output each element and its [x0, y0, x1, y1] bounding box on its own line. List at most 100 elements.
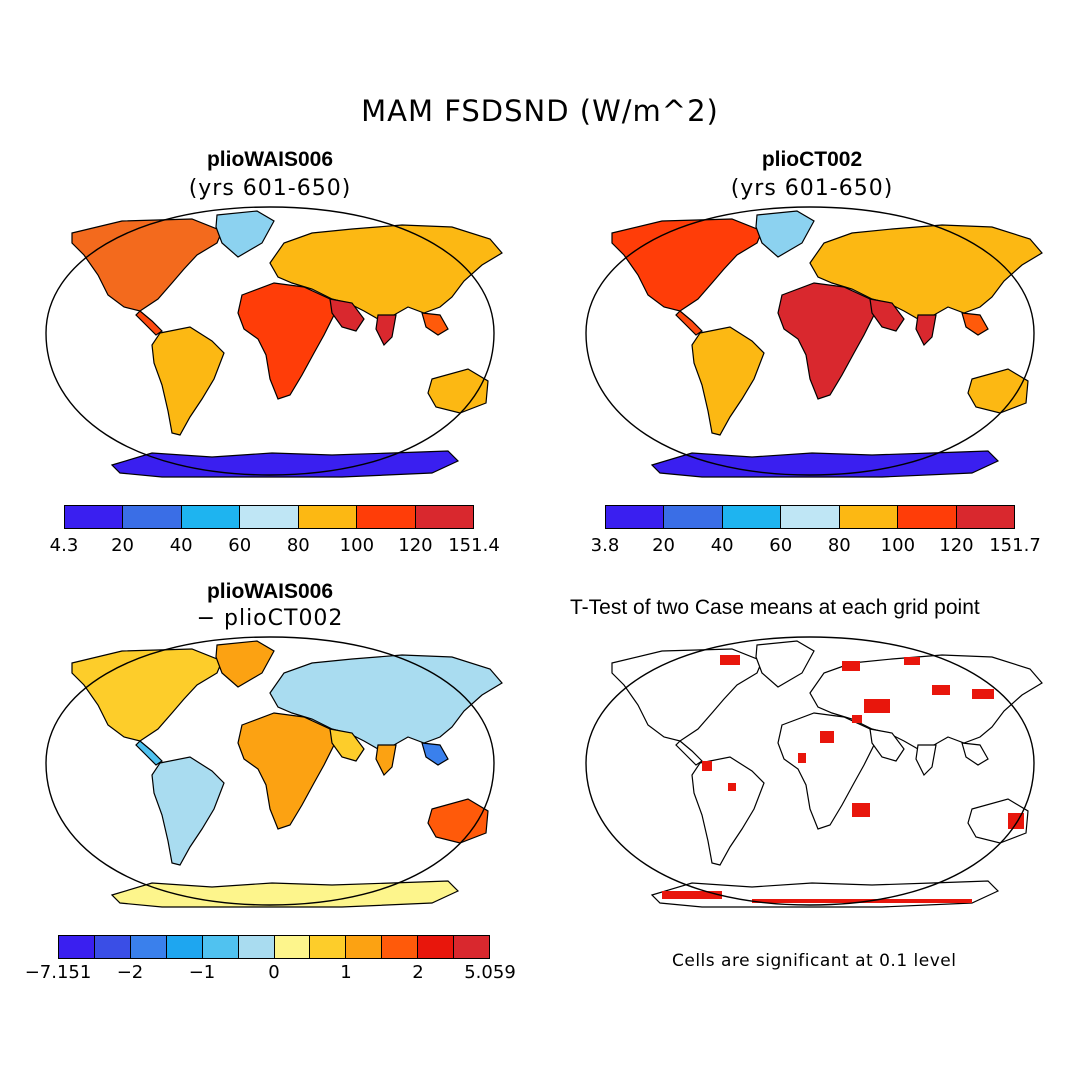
panel-3-colorbar [58, 935, 490, 959]
colorbar-swatch [298, 506, 358, 528]
continent-arabia [329, 298, 365, 332]
significant-cell [798, 753, 806, 763]
continent-india [375, 744, 397, 777]
colorbar-swatch [839, 506, 899, 528]
continent-south-america [151, 326, 225, 436]
panel-1-colorbar [64, 505, 474, 529]
world-map [585, 636, 1043, 908]
continent-central-am [135, 310, 163, 336]
continent-africa [237, 282, 335, 400]
significant-cell [720, 655, 740, 665]
panel-2-colorbar [605, 505, 1015, 529]
colorbar-tick-label: 80 [827, 535, 851, 556]
significant-cell [820, 731, 834, 743]
continent-arabia [329, 728, 365, 762]
continent-eurasia [809, 224, 1043, 320]
continent-greenland [215, 640, 275, 688]
continent-australia [967, 798, 1029, 844]
continent-south-america [691, 326, 765, 436]
colorbar-tick-label: 2 [412, 962, 424, 983]
significant-cell [852, 715, 862, 723]
continent-central-am [675, 740, 703, 766]
continent-south-america [691, 756, 765, 866]
significant-cell [702, 761, 712, 771]
colorbar-tick-label: 120 [398, 535, 433, 556]
significant-cell [852, 803, 870, 817]
continent-central-am [675, 310, 703, 336]
colorbar-swatch [722, 506, 782, 528]
significant-cell [904, 657, 920, 665]
colorbar-swatch [166, 936, 203, 958]
colorbar-tick-label: −1 [188, 962, 216, 983]
colorbar-swatch [130, 936, 167, 958]
panel-1-title: plioWAIS006 [206, 148, 334, 171]
significant-cell [842, 661, 860, 671]
significant-cell [728, 783, 736, 791]
continent-india [375, 314, 397, 347]
colorbar-swatch [357, 506, 416, 528]
continent-australia [427, 368, 489, 414]
colorbar-tick-label: −7.151 [24, 962, 92, 983]
panel-1-subtitle: (yrs 601-650) [188, 176, 352, 201]
significance-note: Cells are significant at 0.1 level [672, 951, 957, 971]
continent-se-asia [961, 742, 989, 766]
continent-india [915, 314, 937, 347]
colorbar-swatch [346, 936, 383, 958]
continent-antarctica [110, 880, 460, 908]
colorbar-tick-label: 5.059 [464, 962, 516, 983]
colorbar-swatch [956, 506, 1014, 528]
continent-australia [967, 368, 1029, 414]
continent-africa [237, 712, 335, 830]
map-frame [45, 636, 495, 906]
significant-cell [864, 699, 890, 713]
world-map [45, 206, 503, 478]
colorbar-swatch [418, 936, 455, 958]
colorbar-tick-label: 60 [228, 535, 252, 556]
colorbar-swatch [240, 506, 299, 528]
panel-1-map [12, 203, 528, 479]
colorbar-tick-label: 0 [268, 962, 280, 983]
continent-india [915, 744, 937, 777]
colorbar-swatch [59, 936, 95, 958]
world-map [45, 636, 503, 908]
colorbar-swatch [382, 936, 419, 958]
colorbar-swatch [310, 936, 347, 958]
continent-arabia [869, 298, 905, 332]
colorbar-tick-label: 40 [169, 535, 193, 556]
colorbar-swatch [94, 936, 131, 958]
panel-4-title: T-Test of two Case means at each grid po… [570, 596, 980, 619]
map-frame [45, 206, 495, 476]
colorbar-swatch [202, 936, 239, 958]
continent-eurasia [809, 654, 1043, 750]
panel-2-subtitle: (yrs 601-650) [730, 176, 894, 201]
continent-central-am [135, 740, 163, 766]
panel-3-subtitle: − plioCT002 [196, 606, 344, 631]
panel-3-colorbar-ticks: −7.151 −2 −1 0 1 2 5.059 [25, 962, 516, 984]
main-title: MAM FSDSND (W/m^2) [361, 94, 719, 128]
continent-se-asia [421, 312, 449, 336]
panel-3-map [12, 633, 528, 909]
colorbar-tick-label: 20 [652, 535, 676, 556]
panel-3-title: plioWAIS006 [206, 580, 334, 603]
colorbar-swatch [65, 506, 124, 528]
continent-arabia [869, 728, 905, 762]
continent-se-asia [421, 742, 449, 766]
map-frame [585, 206, 1035, 476]
colorbar-swatch [454, 936, 490, 958]
panel-2-map [552, 203, 1068, 479]
continent-antarctica [110, 450, 460, 478]
colorbar-swatch [415, 506, 473, 528]
significant-cell [972, 689, 994, 699]
continent-africa [777, 282, 875, 400]
continent-greenland [215, 210, 275, 258]
colorbar-swatch [781, 506, 840, 528]
colorbar-swatch [898, 506, 957, 528]
colorbar-tick-label: 3.8 [590, 535, 620, 556]
colorbar-tick-label: 120 [939, 535, 974, 556]
colorbar-tick-label: 100 [339, 535, 375, 556]
colorbar-tick-label: 4.3 [49, 535, 79, 556]
colorbar-tick-label: 151.4 [448, 535, 500, 556]
significant-cell [932, 685, 950, 695]
colorbar-swatch [664, 506, 723, 528]
colorbar-tick-label: 20 [111, 535, 135, 556]
